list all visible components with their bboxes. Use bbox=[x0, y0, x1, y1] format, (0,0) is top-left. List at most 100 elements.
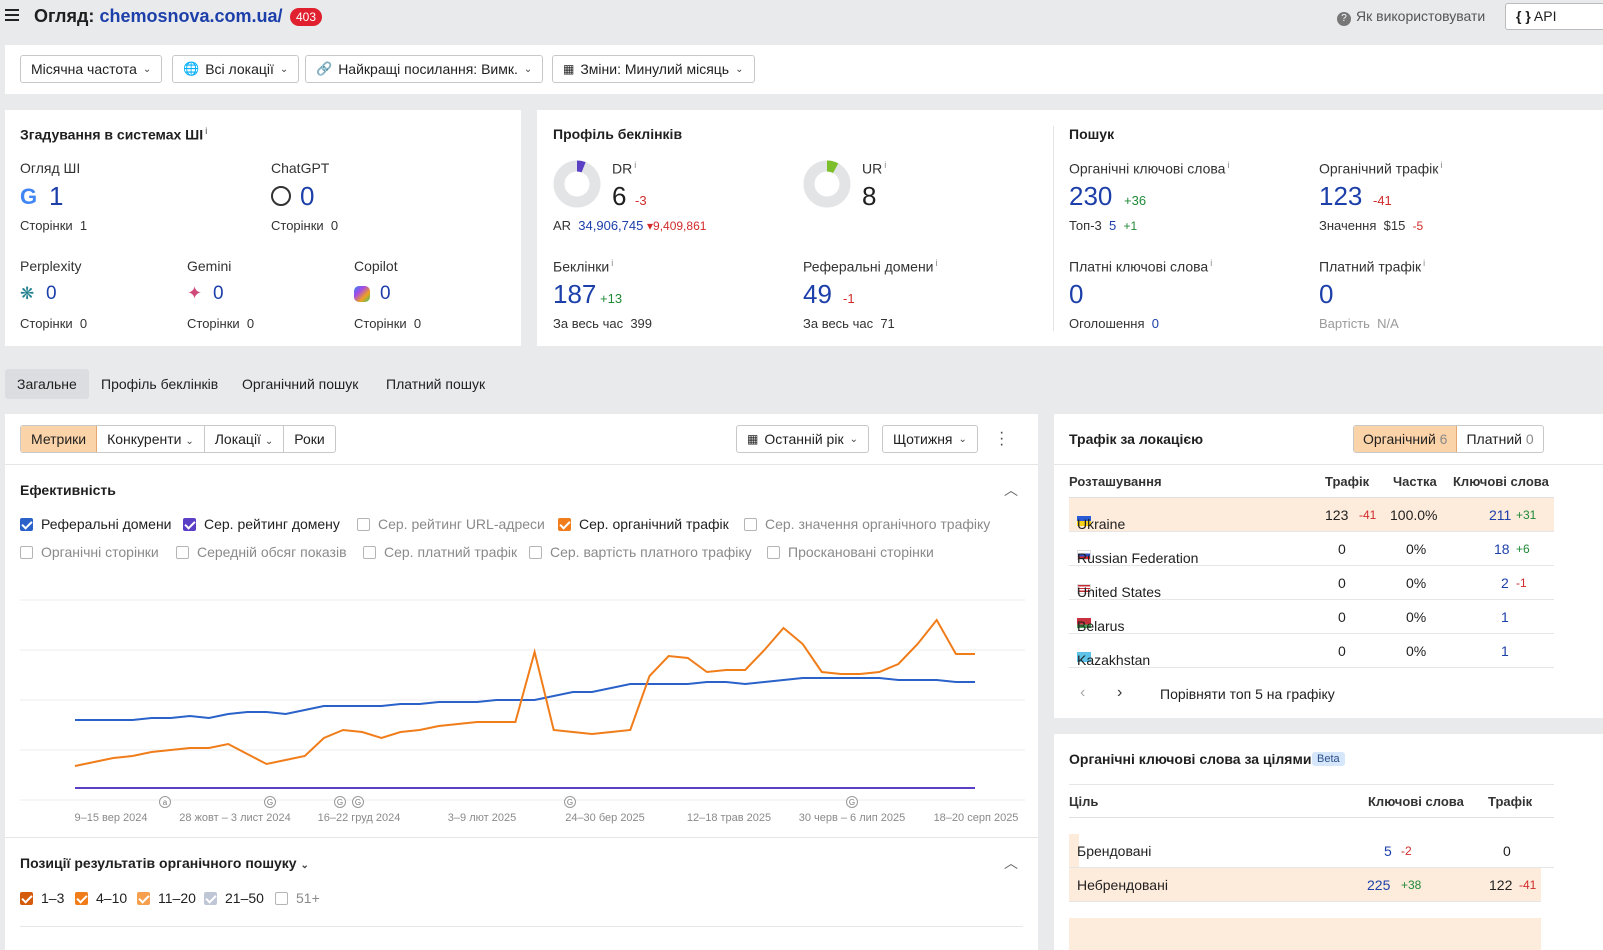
help-link[interactable]: ? Як використовувати bbox=[1337, 8, 1485, 26]
frequency-dropdown[interactable]: Місячна частота ⌄ bbox=[20, 55, 163, 83]
chevron-left-icon[interactable]: ‹ bbox=[1080, 684, 1086, 701]
tab-general[interactable]: Загальне bbox=[5, 369, 89, 399]
compare-top5-link[interactable]: Порівняти топ 5 на графіку bbox=[1160, 686, 1335, 702]
flag-russia-icon bbox=[1077, 550, 1091, 560]
efficiency-title: Ефективність bbox=[20, 482, 116, 498]
more-vertical-icon[interactable]: · · · bbox=[999, 424, 1005, 453]
intent-keywords: 225 bbox=[1367, 877, 1391, 893]
keywords-value: 211 bbox=[1489, 507, 1512, 523]
table-row[interactable]: Ukraine 123 -41 100.0% 211 +31 bbox=[1069, 498, 1554, 532]
checkbox-pos-1-3[interactable]: 1–3 bbox=[20, 890, 64, 906]
table-row[interactable]: Russian Federation 0 0% 18 +6 bbox=[1069, 532, 1554, 566]
table-row[interactable]: Брендовані 5 -2 0 bbox=[1069, 834, 1554, 868]
ur-value[interactable]: 8 bbox=[862, 181, 877, 211]
checkbox-pos-4-10[interactable]: 4–10 bbox=[75, 890, 127, 906]
share-value: 0% bbox=[1406, 541, 1427, 557]
gemini-icon: ✦ bbox=[187, 283, 203, 303]
chevron-up-icon[interactable]: ︿ bbox=[1004, 855, 1018, 871]
toggle-organic[interactable]: Органічний 6 bbox=[1354, 426, 1458, 452]
table-row[interactable]: Kazakhstan 0 0% 1 bbox=[1069, 634, 1554, 668]
x-tick-label: 12–18 трав 2025 bbox=[687, 812, 771, 824]
checkbox-paid-cost[interactable]: Сер. вартість платного трафіку bbox=[529, 544, 752, 560]
paid-traffic-value[interactable]: 0 bbox=[1319, 279, 1334, 309]
intent-traffic: 0 bbox=[1503, 843, 1511, 859]
granularity-dropdown[interactable]: Щотижня ⌄ bbox=[882, 425, 978, 453]
share-value: 0% bbox=[1406, 575, 1427, 591]
mode-locations[interactable]: Локації ⌄ bbox=[205, 426, 285, 452]
traffic-value: 0 bbox=[1338, 609, 1346, 625]
col-intent-traffic[interactable]: Трафік bbox=[1488, 794, 1533, 809]
organic-paid-toggle: Органічний 6 Платний 0 bbox=[1353, 425, 1544, 453]
locations-label: Всі локації bbox=[205, 61, 274, 77]
checkbox-avg-traffic-value[interactable]: Сер. значення органічного трафіку bbox=[744, 516, 990, 532]
refdomains-value[interactable]: 49 bbox=[803, 279, 832, 309]
checkbox-pos-51[interactable]: 51+ bbox=[275, 890, 320, 906]
domain-link[interactable]: chemosnova.com.ua/ bbox=[99, 6, 283, 26]
calendar-icon: ▦ bbox=[563, 62, 575, 76]
checkbox-pos-21-50[interactable]: 21–50 bbox=[204, 890, 264, 906]
checkbox-crawled-pages[interactable]: Проскановані сторінки bbox=[767, 544, 934, 560]
checkbox-impressions[interactable]: Середній обсяг показів bbox=[176, 544, 347, 560]
menu-icon[interactable] bbox=[5, 9, 19, 22]
col-location: Розташування bbox=[1069, 474, 1162, 489]
col-intent-keywords[interactable]: Ключові слова bbox=[1368, 794, 1464, 809]
copilot-value[interactable]: 0 bbox=[380, 283, 391, 304]
search-title: Пошук bbox=[1069, 126, 1115, 142]
status-badge: 403 bbox=[290, 8, 323, 26]
toggle-paid[interactable]: Платний 0 bbox=[1466, 431, 1534, 447]
chevron-up-icon[interactable]: ︿ bbox=[1004, 482, 1018, 498]
traffic-delta: -41 bbox=[1359, 508, 1377, 522]
ar-value[interactable]: 34,906,745 bbox=[578, 218, 644, 233]
col-traffic[interactable]: Трафік bbox=[1325, 474, 1370, 489]
changes-dropdown[interactable]: ▦ Зміни: Минулий місяць ⌄ bbox=[552, 55, 755, 83]
refdomains-label: Реферальні домени i bbox=[803, 258, 938, 275]
flag-ukraine-icon bbox=[1077, 516, 1091, 526]
checkbox-avg-ur[interactable]: Сер. рейтинг URL-адреси bbox=[357, 516, 545, 532]
tab-backlinks[interactable]: Профіль беклінків bbox=[101, 376, 219, 392]
table-row[interactable]: Belarus 0 0% 1 bbox=[1069, 600, 1554, 634]
x-tick-label: 18–20 серп 2025 bbox=[934, 812, 1019, 824]
api-button[interactable]: { } API bbox=[1505, 3, 1603, 30]
tab-paid[interactable]: Платний пошук bbox=[386, 376, 486, 392]
mode-years[interactable]: Роки bbox=[294, 431, 325, 447]
checkbox-refdomains[interactable]: Реферальні домени bbox=[20, 516, 172, 532]
intent-traffic: 122 bbox=[1489, 877, 1513, 893]
chatgpt-value[interactable]: 0 bbox=[300, 181, 315, 211]
checkbox-avg-org-traffic[interactable]: Сер. органічний трафік bbox=[558, 516, 729, 532]
org-kw-value[interactable]: 230 bbox=[1069, 181, 1113, 211]
performance-chart[interactable]: a G G G G G 9–15 вер 2024 28 жовт – 3 лист 202… bbox=[20, 594, 1025, 829]
col-keywords[interactable]: Ключові слова bbox=[1453, 474, 1549, 489]
table-row[interactable]: Небрендовані 225 +38 122 -41 bbox=[1069, 868, 1541, 902]
checkbox-pos-11-20[interactable]: 11–20 bbox=[137, 890, 196, 906]
gemini-value[interactable]: 0 bbox=[213, 283, 224, 304]
keywords-delta: +31 bbox=[1516, 508, 1537, 522]
chart-panel: Метрики Конкуренти ⌄ Локації ⌄ Роки ▦ Ост… bbox=[5, 414, 1038, 950]
positions-title[interactable]: Позиції результатів органічного пошуку ⌄ bbox=[20, 855, 309, 871]
best-links-dropdown[interactable]: 🔗 Найкращі посилання: Вимк. ⌄ bbox=[305, 55, 544, 83]
org-traffic-value[interactable]: 123 bbox=[1319, 181, 1363, 211]
table-row[interactable]: United States 0 0% 2 -1 bbox=[1069, 566, 1554, 600]
tab-organic[interactable]: Органічний пошук bbox=[242, 376, 359, 392]
checkbox-avg-dr[interactable]: Сер. рейтинг домену bbox=[183, 516, 340, 532]
locations-dropdown[interactable]: 🌐 Всі локації ⌄ bbox=[172, 55, 300, 83]
ai-overview-value[interactable]: 1 bbox=[49, 181, 64, 211]
perplexity-value[interactable]: 0 bbox=[46, 283, 57, 304]
checkbox-paid-traffic[interactable]: Сер. платний трафік bbox=[363, 544, 517, 560]
google-icon: G bbox=[20, 184, 38, 209]
checkbox-org-pages[interactable]: Органічні сторінки bbox=[20, 544, 159, 560]
flag-us-icon bbox=[1077, 584, 1091, 594]
divider bbox=[20, 926, 1023, 927]
mode-metrics[interactable]: Метрики bbox=[21, 426, 98, 452]
period-dropdown[interactable]: ▦ Останній рік ⌄ bbox=[736, 425, 869, 453]
chevron-right-icon[interactable]: › bbox=[1117, 684, 1123, 701]
backlinks-delta: +13 bbox=[600, 291, 623, 306]
dr-value[interactable]: 6 bbox=[612, 181, 627, 211]
backlinks-value[interactable]: 187 bbox=[553, 279, 597, 309]
paid-kw-value[interactable]: 0 bbox=[1069, 279, 1084, 309]
col-share[interactable]: Частка bbox=[1393, 474, 1437, 489]
intent-title: Органічні ключові слова за цілями bbox=[1069, 751, 1312, 767]
org-kw-label: Органічні ключові слова i bbox=[1069, 160, 1230, 177]
table-row[interactable] bbox=[1069, 918, 1541, 950]
mode-competitors[interactable]: Конкуренти ⌄ bbox=[97, 426, 205, 452]
share-value: 100.0% bbox=[1390, 507, 1438, 523]
